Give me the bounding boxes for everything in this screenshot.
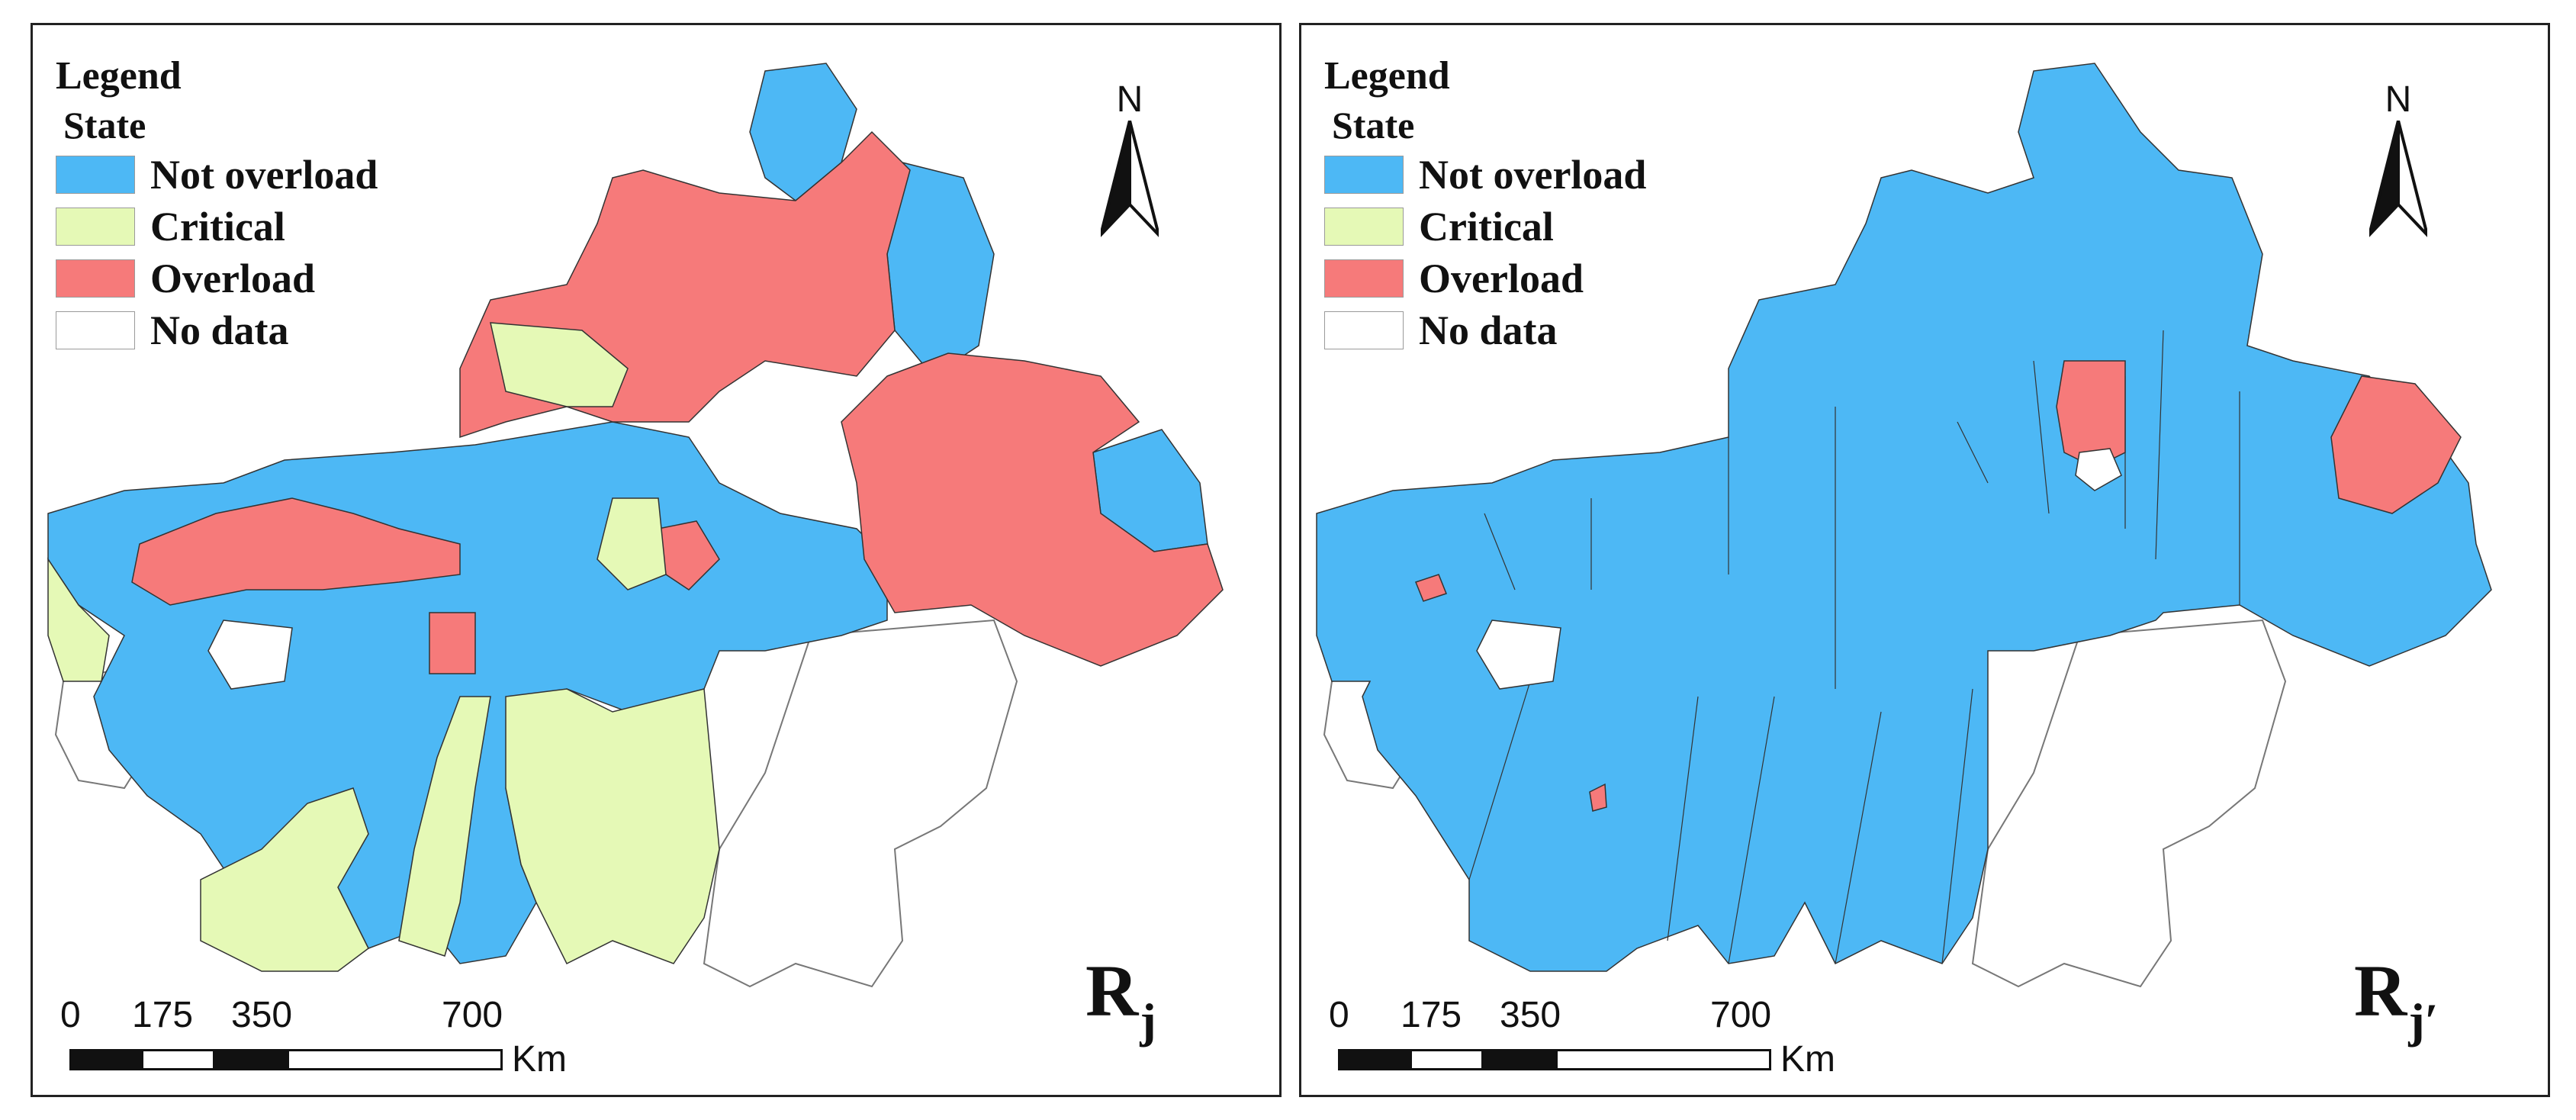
- region-critical-northwest: [490, 322, 629, 407]
- scale-segment: [1340, 1051, 1412, 1068]
- region-overload-east: [841, 352, 1224, 667]
- region-no-data-east: [1971, 619, 2287, 988]
- legend-item-no-data: No data: [1324, 304, 1646, 356]
- region-critical-central: [597, 497, 667, 591]
- legend: Legend State Not overload Critical Overl…: [56, 51, 378, 356]
- legend-swatch: [1324, 156, 1404, 194]
- legend-title: Legend: [56, 54, 182, 98]
- legend-swatch: [56, 311, 135, 349]
- hole-lake: [2075, 448, 2122, 491]
- scale-tick: 0: [60, 995, 81, 1035]
- legend-item-overload: Overload: [1324, 253, 1646, 304]
- legend-item-not-overload: Not overload: [56, 149, 378, 201]
- region-overload-south-small: [1589, 783, 1607, 812]
- north-arrow-icon: [2369, 121, 2427, 237]
- scale-bar-graphic: [69, 1049, 503, 1070]
- legend-item-critical: Critical: [1324, 201, 1646, 253]
- scale-segment: [1484, 1051, 1555, 1068]
- scale-segment: [143, 1051, 215, 1068]
- legend-item-not-overload: Not overload: [1324, 149, 1646, 201]
- map-panel-right: Legend State Not overload Critical Overl…: [1299, 23, 2550, 1097]
- region-overload-east: [2330, 375, 2462, 514]
- region-critical-south: [505, 688, 720, 965]
- panel-label-sub: j′: [2408, 993, 2439, 1048]
- panel-label-right: Rj′: [2354, 948, 2439, 1049]
- panel-label-sub: j: [1140, 993, 1156, 1048]
- legend-item-critical: Critical: [56, 201, 378, 253]
- hole-basin: [207, 620, 293, 690]
- legend-item-no-data: No data: [56, 304, 378, 356]
- legend-swatch: [56, 208, 135, 246]
- legend-label: Critical: [1419, 204, 1554, 249]
- north-arrow: N: [1101, 79, 1192, 254]
- scale-tick: 350: [231, 995, 293, 1035]
- scale-unit: Km: [1780, 1039, 1835, 1080]
- scale-tick: 700: [442, 995, 503, 1035]
- north-arrow-icon: [1101, 121, 1159, 237]
- map-right: [1316, 63, 2492, 988]
- hole-basin: [1476, 620, 1561, 690]
- scale-tick: 175: [1401, 995, 1462, 1035]
- legend-swatch: [1324, 259, 1404, 298]
- legend-subtitle: State: [63, 104, 146, 146]
- panel-label-main: R: [1085, 950, 1139, 1031]
- scale-unit: Km: [512, 1039, 567, 1080]
- legend-item-overload: Overload: [56, 253, 378, 304]
- panel-label-left: Rj: [1085, 948, 1156, 1049]
- panel-label-main: R: [2354, 950, 2407, 1031]
- scale-segment: [287, 1051, 500, 1068]
- legend-title: Legend: [1324, 54, 1450, 98]
- legend-swatch: [56, 259, 135, 298]
- map-panel-left: Legend State Not overload Critical Overl…: [31, 23, 1282, 1097]
- region-not-overload-main: [1316, 63, 2492, 972]
- legend-subtitle: State: [1332, 104, 1415, 146]
- legend-label: No data: [1419, 307, 1558, 353]
- region-overload-central: [429, 612, 476, 674]
- legend-label: No data: [150, 307, 289, 353]
- legend-label: Overload: [1419, 256, 1584, 301]
- legend-swatch: [1324, 208, 1404, 246]
- region-critical-southmid: [398, 696, 491, 957]
- legend-swatch: [1324, 311, 1404, 349]
- scale-segment: [1412, 1051, 1484, 1068]
- north-label: N: [2385, 79, 2412, 120]
- scale-tick: 175: [132, 995, 194, 1035]
- scale-bar-graphic: [1338, 1049, 1771, 1070]
- region-critical-southwest: [200, 787, 369, 972]
- region-overload-west-small: [1415, 574, 1447, 602]
- scale-segment: [215, 1051, 287, 1068]
- map-left: [47, 63, 1224, 988]
- legend-label: Not overload: [150, 152, 378, 198]
- region-no-data-east: [703, 619, 1018, 988]
- scale-tick: 700: [1710, 995, 1772, 1035]
- scale-bar: 0 175 350 700 Km: [1315, 994, 1835, 1086]
- region-critical-west-edge: [47, 557, 110, 682]
- legend: Legend State Not overload Critical Overl…: [1324, 51, 1646, 356]
- region-overload-west: [131, 497, 461, 606]
- north-label: N: [1116, 79, 1143, 120]
- legend-label: Critical: [150, 204, 285, 249]
- north-arrow: N: [2369, 79, 2461, 254]
- scale-tick: 350: [1500, 995, 1561, 1035]
- scale-segment: [1555, 1051, 1769, 1068]
- legend-label: Not overload: [1419, 152, 1647, 198]
- legend-swatch: [56, 156, 135, 194]
- scale-tick: 0: [1329, 995, 1349, 1035]
- scale-bar: 0 175 350 700 Km: [47, 994, 567, 1086]
- legend-label: Overload: [150, 256, 315, 301]
- scale-segment: [72, 1051, 143, 1068]
